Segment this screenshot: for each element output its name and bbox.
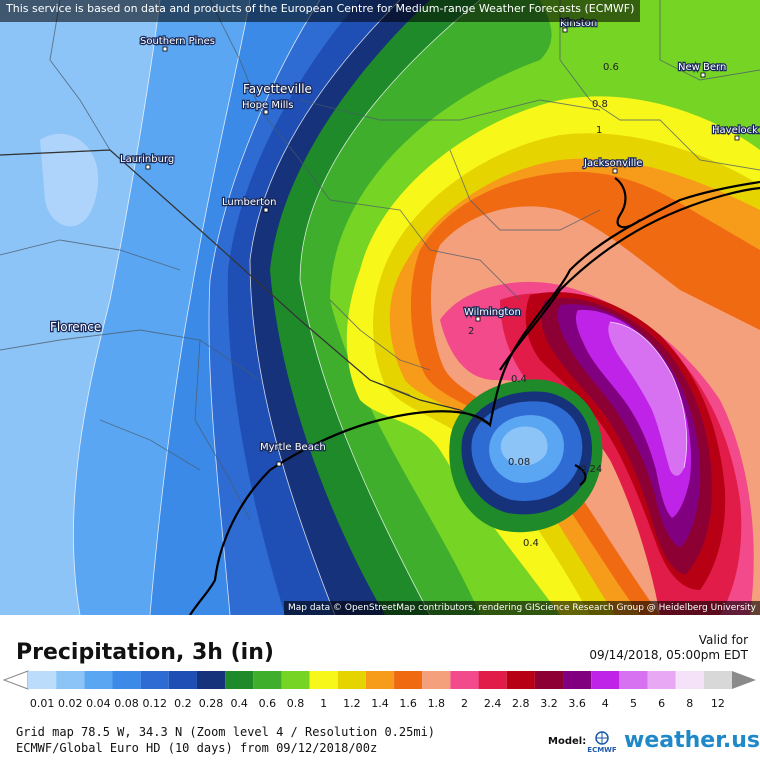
city-label-myrtle-beach: Myrtle Beach <box>260 442 326 453</box>
model-run-info: ECMWF/Global Euro HD (10 days) from 09/1… <box>16 741 378 755</box>
city-label-new-bern: New Bern <box>678 62 726 73</box>
scale-label: 4 <box>601 697 609 710</box>
scale-swatch <box>591 671 620 689</box>
scale-swatch <box>225 671 254 689</box>
scale-swatch <box>196 671 226 689</box>
scale-label: 1 <box>320 697 328 710</box>
city-label-jacksonville: Jacksonville <box>583 158 642 169</box>
scale-label: 8 <box>686 697 694 710</box>
scale-swatch <box>703 671 732 689</box>
scale-label: 0.12 <box>142 697 167 710</box>
city-label-laurinburg: Laurinburg <box>120 154 174 165</box>
scale-label: 1.2 <box>343 697 361 710</box>
scale-label: 12 <box>710 697 725 710</box>
scale-swatch <box>112 671 141 689</box>
city-label-lumberton: Lumberton <box>222 197 276 208</box>
eye-center <box>500 426 548 466</box>
ecmwf-attribution: This service is based on data and produc… <box>0 0 641 22</box>
scale-label: 0.2 <box>174 697 192 710</box>
contour-label: 0.08 <box>508 457 530 468</box>
scale-label: 5 <box>629 697 637 710</box>
scale-over-arrow <box>732 671 756 689</box>
scale-swatch <box>56 671 85 689</box>
scale-swatch <box>647 671 676 689</box>
map-canvas: Kinston New Bern Havelock Southern Pines… <box>0 0 760 615</box>
scale-label: 1.8 <box>427 697 446 710</box>
contour-label: 0.4 <box>523 538 539 549</box>
scale-swatch <box>253 671 282 689</box>
contour-label: 0.6 <box>603 62 619 73</box>
city-label-wilmington: Wilmington <box>464 307 521 318</box>
city-label-fayetteville: Fayetteville <box>243 82 312 96</box>
valid-time: Valid for 09/14/2018, 05:00pm EDT <box>589 633 748 663</box>
ecmwf-logo-text: ECMWF <box>587 746 617 754</box>
scale-swatch <box>281 671 310 689</box>
ecmwf-logo[interactable]: ECMWF <box>584 730 620 754</box>
model-label: Model: <box>548 736 587 747</box>
scale-label: 0.8 <box>286 697 305 710</box>
scale-label: 2 <box>460 697 468 710</box>
scale-label: 0.4 <box>230 697 248 710</box>
band-5 <box>608 322 687 476</box>
scale-swatch <box>337 671 366 689</box>
model-info: Grid map 78.5 W, 34.3 N (Zoom level 4 / … <box>16 724 435 756</box>
valid-label: Valid for <box>698 633 748 647</box>
scale-label: 0.04 <box>86 697 111 710</box>
color-scale-bar <box>2 670 756 690</box>
scale-swatch <box>28 671 57 689</box>
scale-label: 3.6 <box>568 697 586 710</box>
contour-label: 0.24 <box>580 464 602 475</box>
scale-label: 1.6 <box>399 697 417 710</box>
grid-info: Grid map 78.5 W, 34.3 N (Zoom level 4 / … <box>16 725 436 739</box>
scale-label: 0.02 <box>57 697 83 710</box>
scale-swatch <box>506 671 535 689</box>
scale-swatch <box>563 671 592 689</box>
band-0-01 <box>40 133 99 227</box>
scale-label: 0.01 <box>29 697 55 710</box>
map-data-attribution[interactable]: Map data © OpenStreetMap contributors, r… <box>284 601 760 615</box>
contour-lines <box>73 0 688 615</box>
scale-swatch <box>140 671 169 689</box>
scale-swatch <box>309 671 338 689</box>
scale-label: 0.6 <box>258 697 277 710</box>
state-boundary <box>0 149 491 426</box>
contour-label: 1 <box>596 125 602 136</box>
scale-swatch <box>365 671 395 689</box>
scale-swatch <box>675 671 704 689</box>
city-label-southern-pines: Southern Pines <box>140 36 215 47</box>
scale-swatch <box>394 671 423 689</box>
city-label-havelock: Havelock <box>712 125 758 136</box>
scale-swatch <box>84 671 113 689</box>
contour-label: 2 <box>468 326 474 337</box>
scale-label: 3.2 <box>540 697 558 710</box>
scale-label: 0.08 <box>114 697 139 710</box>
city-label-hope-mills: Hope Mills <box>242 100 294 111</box>
scale-label: 2.8 <box>512 697 530 710</box>
scale-swatch <box>422 671 451 689</box>
scale-swatch <box>478 671 507 689</box>
contour-label: 0.8 <box>592 99 608 110</box>
legend-title: Precipitation, 3h (in) <box>16 640 274 665</box>
valid-time-value: 09/14/2018, 05:00pm EDT <box>589 648 748 662</box>
scale-swatch <box>534 671 564 689</box>
scale-swatch <box>619 671 648 689</box>
scale-label: 6 <box>658 697 666 710</box>
precipitation-map[interactable]: Kinston New Bern Havelock Southern Pines… <box>0 0 760 615</box>
scale-label: 0.28 <box>198 697 224 710</box>
scale-swatch <box>450 671 479 689</box>
coastline <box>189 177 760 615</box>
weather-us-logo[interactable]: weather.us <box>624 728 760 753</box>
color-scale-labels: 0.01 0.02 0.04 0.08 0.12 0.2 0.28 0.4 0.6 0.8 1 1.2… <box>0 697 760 713</box>
scale-label: 1.4 <box>371 697 389 710</box>
contour-label: 0.4 <box>511 374 527 385</box>
scale-under-arrow <box>2 670 29 690</box>
city-markers <box>145 27 740 467</box>
city-label-florence: Florence <box>50 320 101 334</box>
scale-swatch <box>168 671 197 689</box>
scale-label: 2.4 <box>483 697 502 710</box>
